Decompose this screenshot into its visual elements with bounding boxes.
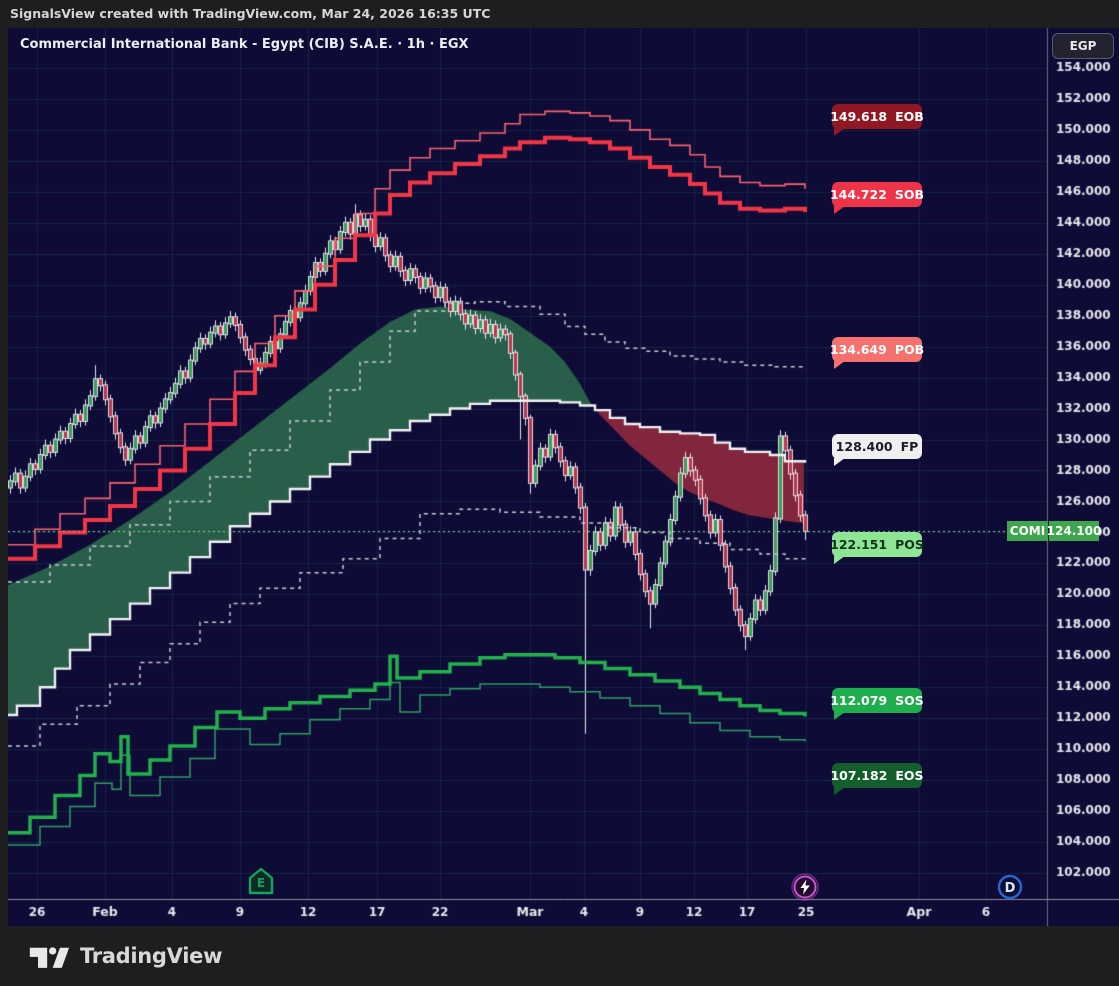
- symbol-ticker: COMI: [1007, 521, 1048, 541]
- tradingview-logo-icon[interactable]: [28, 939, 70, 973]
- level-code: POB: [894, 342, 925, 357]
- level-code: EOS: [895, 768, 924, 783]
- level-code: SOS: [895, 693, 924, 708]
- level-label-sob: 144.722 SOB: [829, 182, 925, 214]
- level-value: 144.722: [829, 187, 887, 202]
- level-code: POS: [895, 537, 924, 552]
- level-label-tail: [834, 458, 845, 466]
- level-label-tail: [834, 361, 845, 369]
- svg-text:D: D: [1005, 881, 1016, 896]
- level-label-pos: 122.151 POS: [830, 532, 924, 564]
- level-label-fp: 128.400 FP: [832, 434, 922, 466]
- price-chart-canvas[interactable]: [8, 28, 1119, 926]
- level-label-eob: 149.618 EOB: [830, 104, 924, 136]
- footer-bar: TradingView: [0, 926, 1119, 986]
- currency-button[interactable]: EGP: [1052, 33, 1114, 59]
- attribution-text: SignalsView created with TradingView.com…: [10, 6, 491, 21]
- level-value: 134.649: [829, 342, 887, 357]
- level-label-tail: [834, 556, 845, 564]
- symbol-title: Commercial International Bank - Egypt (C…: [20, 37, 469, 52]
- attribution-bar: SignalsView created with TradingView.com…: [0, 0, 1119, 28]
- level-code: EOB: [895, 109, 924, 124]
- last-price-tag: COMI 124.100: [1007, 521, 1101, 541]
- level-label-tail: [834, 787, 845, 795]
- level-value: 122.151: [830, 537, 888, 552]
- level-label-sos: 112.079 SOS: [830, 688, 924, 720]
- level-label-tail: [834, 712, 845, 720]
- tradingview-wordmark[interactable]: TradingView: [80, 944, 223, 968]
- level-value: 128.400: [835, 439, 893, 454]
- svg-text:E: E: [257, 876, 265, 890]
- level-label-tail: [834, 206, 845, 214]
- lightning-marker-icon[interactable]: [790, 872, 820, 902]
- level-label-pob: 134.649 POB: [829, 337, 925, 369]
- earnings-marker-icon[interactable]: E: [246, 866, 276, 896]
- level-value: 112.079: [830, 693, 888, 708]
- chart-pane: Commercial International Bank - Egypt (C…: [8, 28, 1119, 926]
- level-label-tail: [834, 128, 845, 136]
- level-value: 107.182: [830, 768, 888, 783]
- level-code: SOB: [894, 187, 925, 202]
- level-code: FP: [900, 439, 919, 454]
- dividend-marker-icon[interactable]: D: [995, 872, 1025, 902]
- level-label-eos: 107.182 EOS: [830, 763, 924, 795]
- level-value: 149.618: [830, 109, 888, 124]
- last-price-value: 124.100: [1047, 521, 1101, 541]
